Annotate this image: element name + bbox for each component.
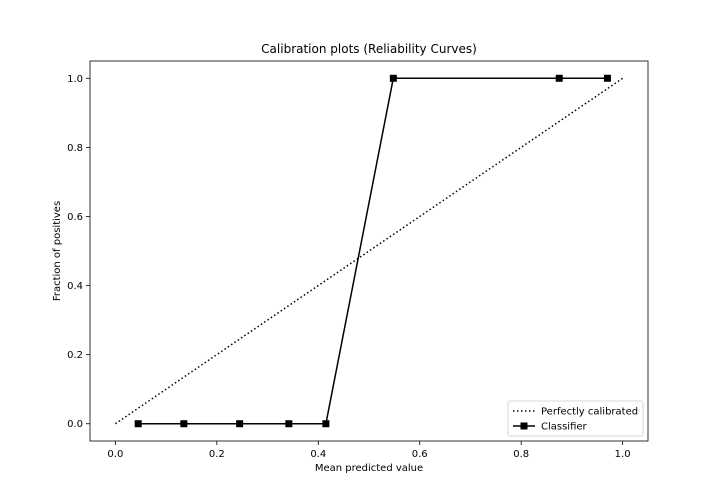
x-axis: 0.0 0.2 0.4 0.6 0.8 1.0 [107, 441, 631, 460]
classifier-point [134, 420, 142, 428]
classifier-point [180, 420, 188, 428]
y-tick-label: 0.6 [67, 212, 83, 223]
y-tick-label: 0.4 [67, 281, 83, 292]
x-axis-label: Mean predicted value [315, 463, 423, 474]
legend-box [507, 400, 644, 437]
x-tick-label: 1.0 [615, 449, 631, 460]
series-line-classifier [138, 77, 608, 425]
legend-entry-label: Perfectly calibrated [541, 407, 638, 418]
plot-area [89, 60, 649, 442]
x-tick-label: 0.0 [107, 449, 123, 460]
x-tick-label: 0.4 [310, 449, 326, 460]
legend: Perfectly calibrated Classifier [507, 400, 644, 437]
classifier-point [389, 74, 397, 82]
classifier-point [603, 74, 611, 82]
y-tick-label: 0.0 [67, 419, 83, 430]
y-axis: 0.0 0.2 0.4 0.6 0.8 1.0 [67, 74, 90, 430]
x-tick-label: 0.6 [412, 449, 428, 460]
y-axis-label: Fraction of positives [52, 201, 63, 301]
classifier-point [555, 74, 563, 82]
y-tick-label: 1.0 [67, 74, 83, 85]
series-line-perfectly-calibrated [114, 77, 624, 425]
series-layer [114, 74, 624, 428]
classifier-point [236, 420, 244, 428]
classifier-point [285, 420, 293, 428]
classifier-point [322, 420, 330, 428]
y-tick-label: 0.2 [67, 350, 83, 361]
chart-title: Calibration plots (Reliability Curves) [261, 42, 477, 56]
legend-entry-label: Classifier [541, 422, 588, 433]
y-tick-label: 0.8 [67, 143, 83, 154]
legend-marker [520, 422, 528, 430]
x-tick-label: 0.2 [209, 449, 225, 460]
x-tick-label: 0.8 [513, 449, 529, 460]
